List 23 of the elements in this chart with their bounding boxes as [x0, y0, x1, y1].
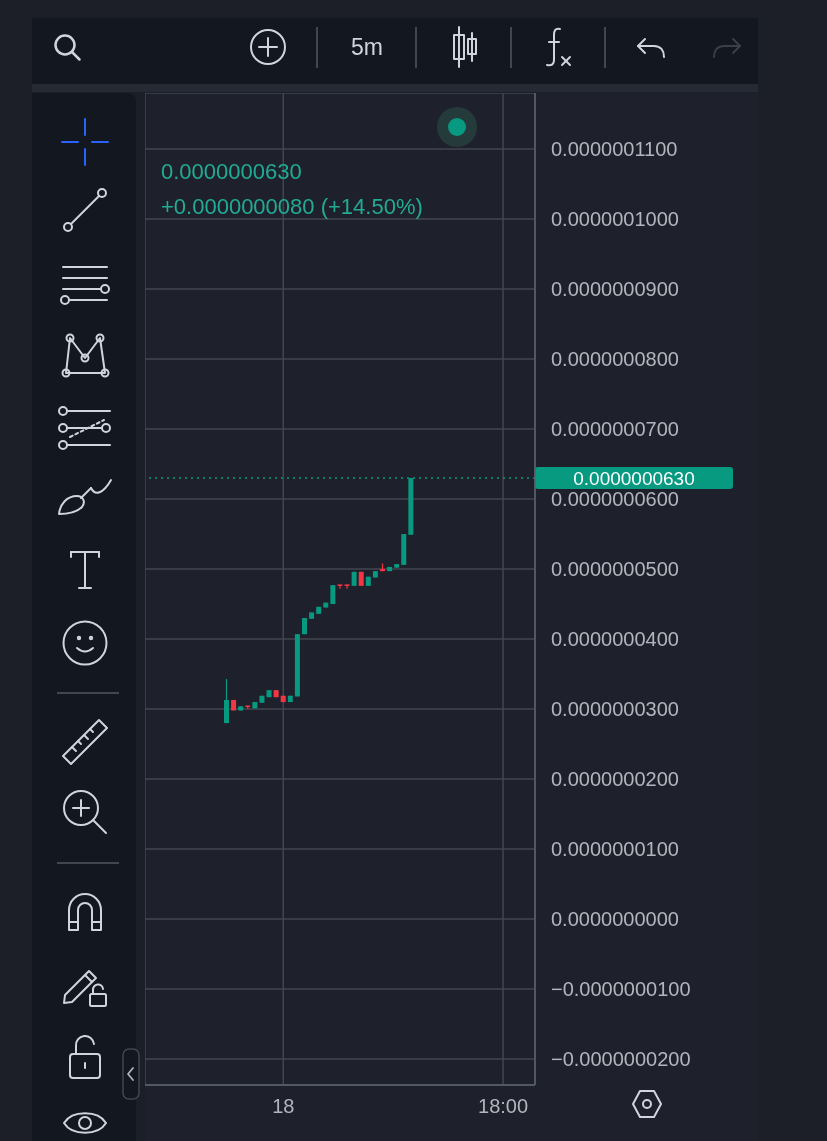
- y-tick-label: 0.0000000400: [551, 628, 679, 651]
- y-tick-label: 0.0000000000: [551, 908, 679, 931]
- y-tick-label: 0.0000000800: [551, 348, 679, 371]
- x-tick-label: 18:00: [478, 1095, 529, 1118]
- y-tick-label: 0.0000000300: [551, 698, 679, 721]
- annotation: +0.0000000080 (+14.50%): [161, 193, 423, 221]
- y-tick-label: −0.0000000100: [551, 978, 691, 1001]
- candlestick: [337, 583, 343, 590]
- y-tick-label: 0.0000001000: [551, 208, 679, 231]
- y-tick-label: 0.0000000100: [551, 838, 679, 861]
- y-tick-label: 0.0000000700: [551, 418, 679, 441]
- y-tick-label: 0.0000001100: [551, 138, 678, 161]
- y-tick-label: 0.0000000200: [551, 768, 679, 791]
- text: 5m: [350, 33, 384, 61]
- y-tick-label: 0.0000000600: [551, 488, 679, 511]
- candlestick: [344, 583, 350, 590]
- annotation: 0.0000000630: [161, 158, 302, 186]
- ref-line-label: 0.0000000630: [573, 467, 695, 489]
- candlestick: [223, 678, 229, 724]
- x-tick-label: 18: [272, 1095, 295, 1118]
- y-tick-label: 0.0000000900: [551, 278, 679, 301]
- y-tick-label: 0.0000000500: [551, 558, 679, 581]
- y-tick-label: −0.0000000200: [551, 1048, 691, 1071]
